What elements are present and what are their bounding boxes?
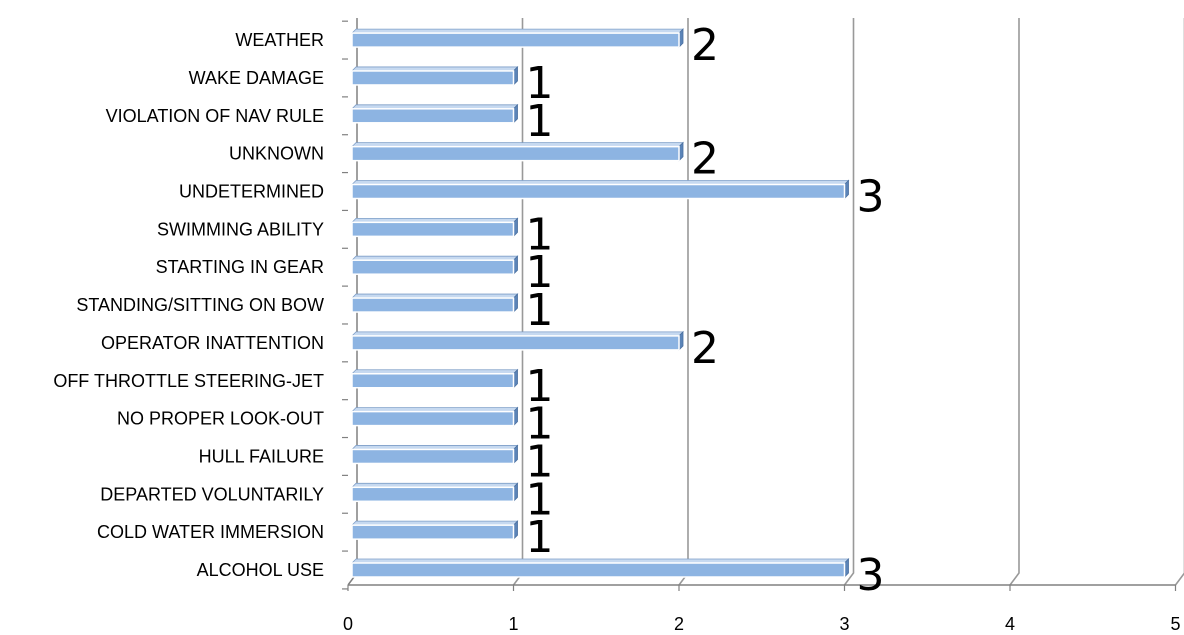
category-label: UNDETERMINED <box>179 182 324 202</box>
category-label: ALCOHOL USE <box>197 560 324 580</box>
x-tick-label: 2 <box>674 614 684 634</box>
category-label: VIOLATION OF NAV RULE <box>106 106 324 126</box>
bar <box>351 482 519 503</box>
category-label: HULL FAILURE <box>199 446 324 466</box>
category-label: OFF THROTTLE STEERING-JET <box>53 371 324 391</box>
data-label: 2 <box>691 20 719 71</box>
category-labels: ALCOHOL USE COLD WATER IMMERSION DEPARTED … <box>53 30 324 580</box>
x-tick-label: 3 <box>839 614 849 634</box>
bar <box>351 406 519 427</box>
category-label: DEPARTED VOLUNTARILY <box>100 484 324 504</box>
bar <box>351 28 684 49</box>
bar <box>351 368 519 389</box>
data-label: 1 <box>526 96 554 147</box>
gridline <box>843 18 855 586</box>
data-label: 1 <box>526 58 554 109</box>
bar <box>351 558 850 578</box>
x-tick-label: 5 <box>1170 614 1180 634</box>
bar <box>351 217 519 238</box>
x-tick-label: 1 <box>508 614 518 634</box>
category-label: UNKNOWN <box>229 144 324 164</box>
axes <box>342 18 1177 591</box>
bar <box>351 179 850 200</box>
data-label: 2 <box>691 134 719 185</box>
data-label: 1 <box>526 474 554 525</box>
bar <box>351 293 519 314</box>
category-label: WAKE DAMAGE <box>189 68 324 88</box>
x-tick-label: 4 <box>1005 614 1015 634</box>
data-label: 1 <box>526 512 554 563</box>
data-label: 1 <box>526 247 554 298</box>
data-label: 2 <box>691 323 719 374</box>
x-tick-label: 0 <box>343 614 353 634</box>
data-label: 1 <box>526 399 554 450</box>
gridlines <box>512 18 1184 586</box>
data-label: 1 <box>526 209 554 260</box>
gridline <box>1009 18 1020 586</box>
x-tick-labels: 0 1 2 3 4 5 <box>343 614 1181 634</box>
bar <box>351 141 684 162</box>
category-label: STANDING/SITTING ON BOW <box>76 295 324 315</box>
bar <box>351 65 519 86</box>
category-label: OPERATOR INATTENTION <box>101 333 324 353</box>
data-label: 1 <box>526 285 554 336</box>
bar <box>351 330 684 351</box>
data-label: 1 <box>526 436 554 487</box>
data-label: 3 <box>857 172 885 223</box>
category-label: STARTING IN GEAR <box>156 257 324 277</box>
gridline <box>1174 18 1184 586</box>
bar <box>351 444 519 465</box>
bars <box>351 28 850 578</box>
category-label: COLD WATER IMMERSION <box>97 522 324 542</box>
bar <box>351 520 519 541</box>
category-label: SWIMMING ABILITY <box>157 219 324 239</box>
bar <box>351 255 519 276</box>
gridline <box>678 18 689 586</box>
category-label: WEATHER <box>235 30 324 50</box>
bar <box>351 103 519 124</box>
category-label: NO PROPER LOOK-OUT <box>117 409 324 429</box>
data-label: 3 <box>857 550 885 601</box>
data-label: 1 <box>526 361 554 412</box>
